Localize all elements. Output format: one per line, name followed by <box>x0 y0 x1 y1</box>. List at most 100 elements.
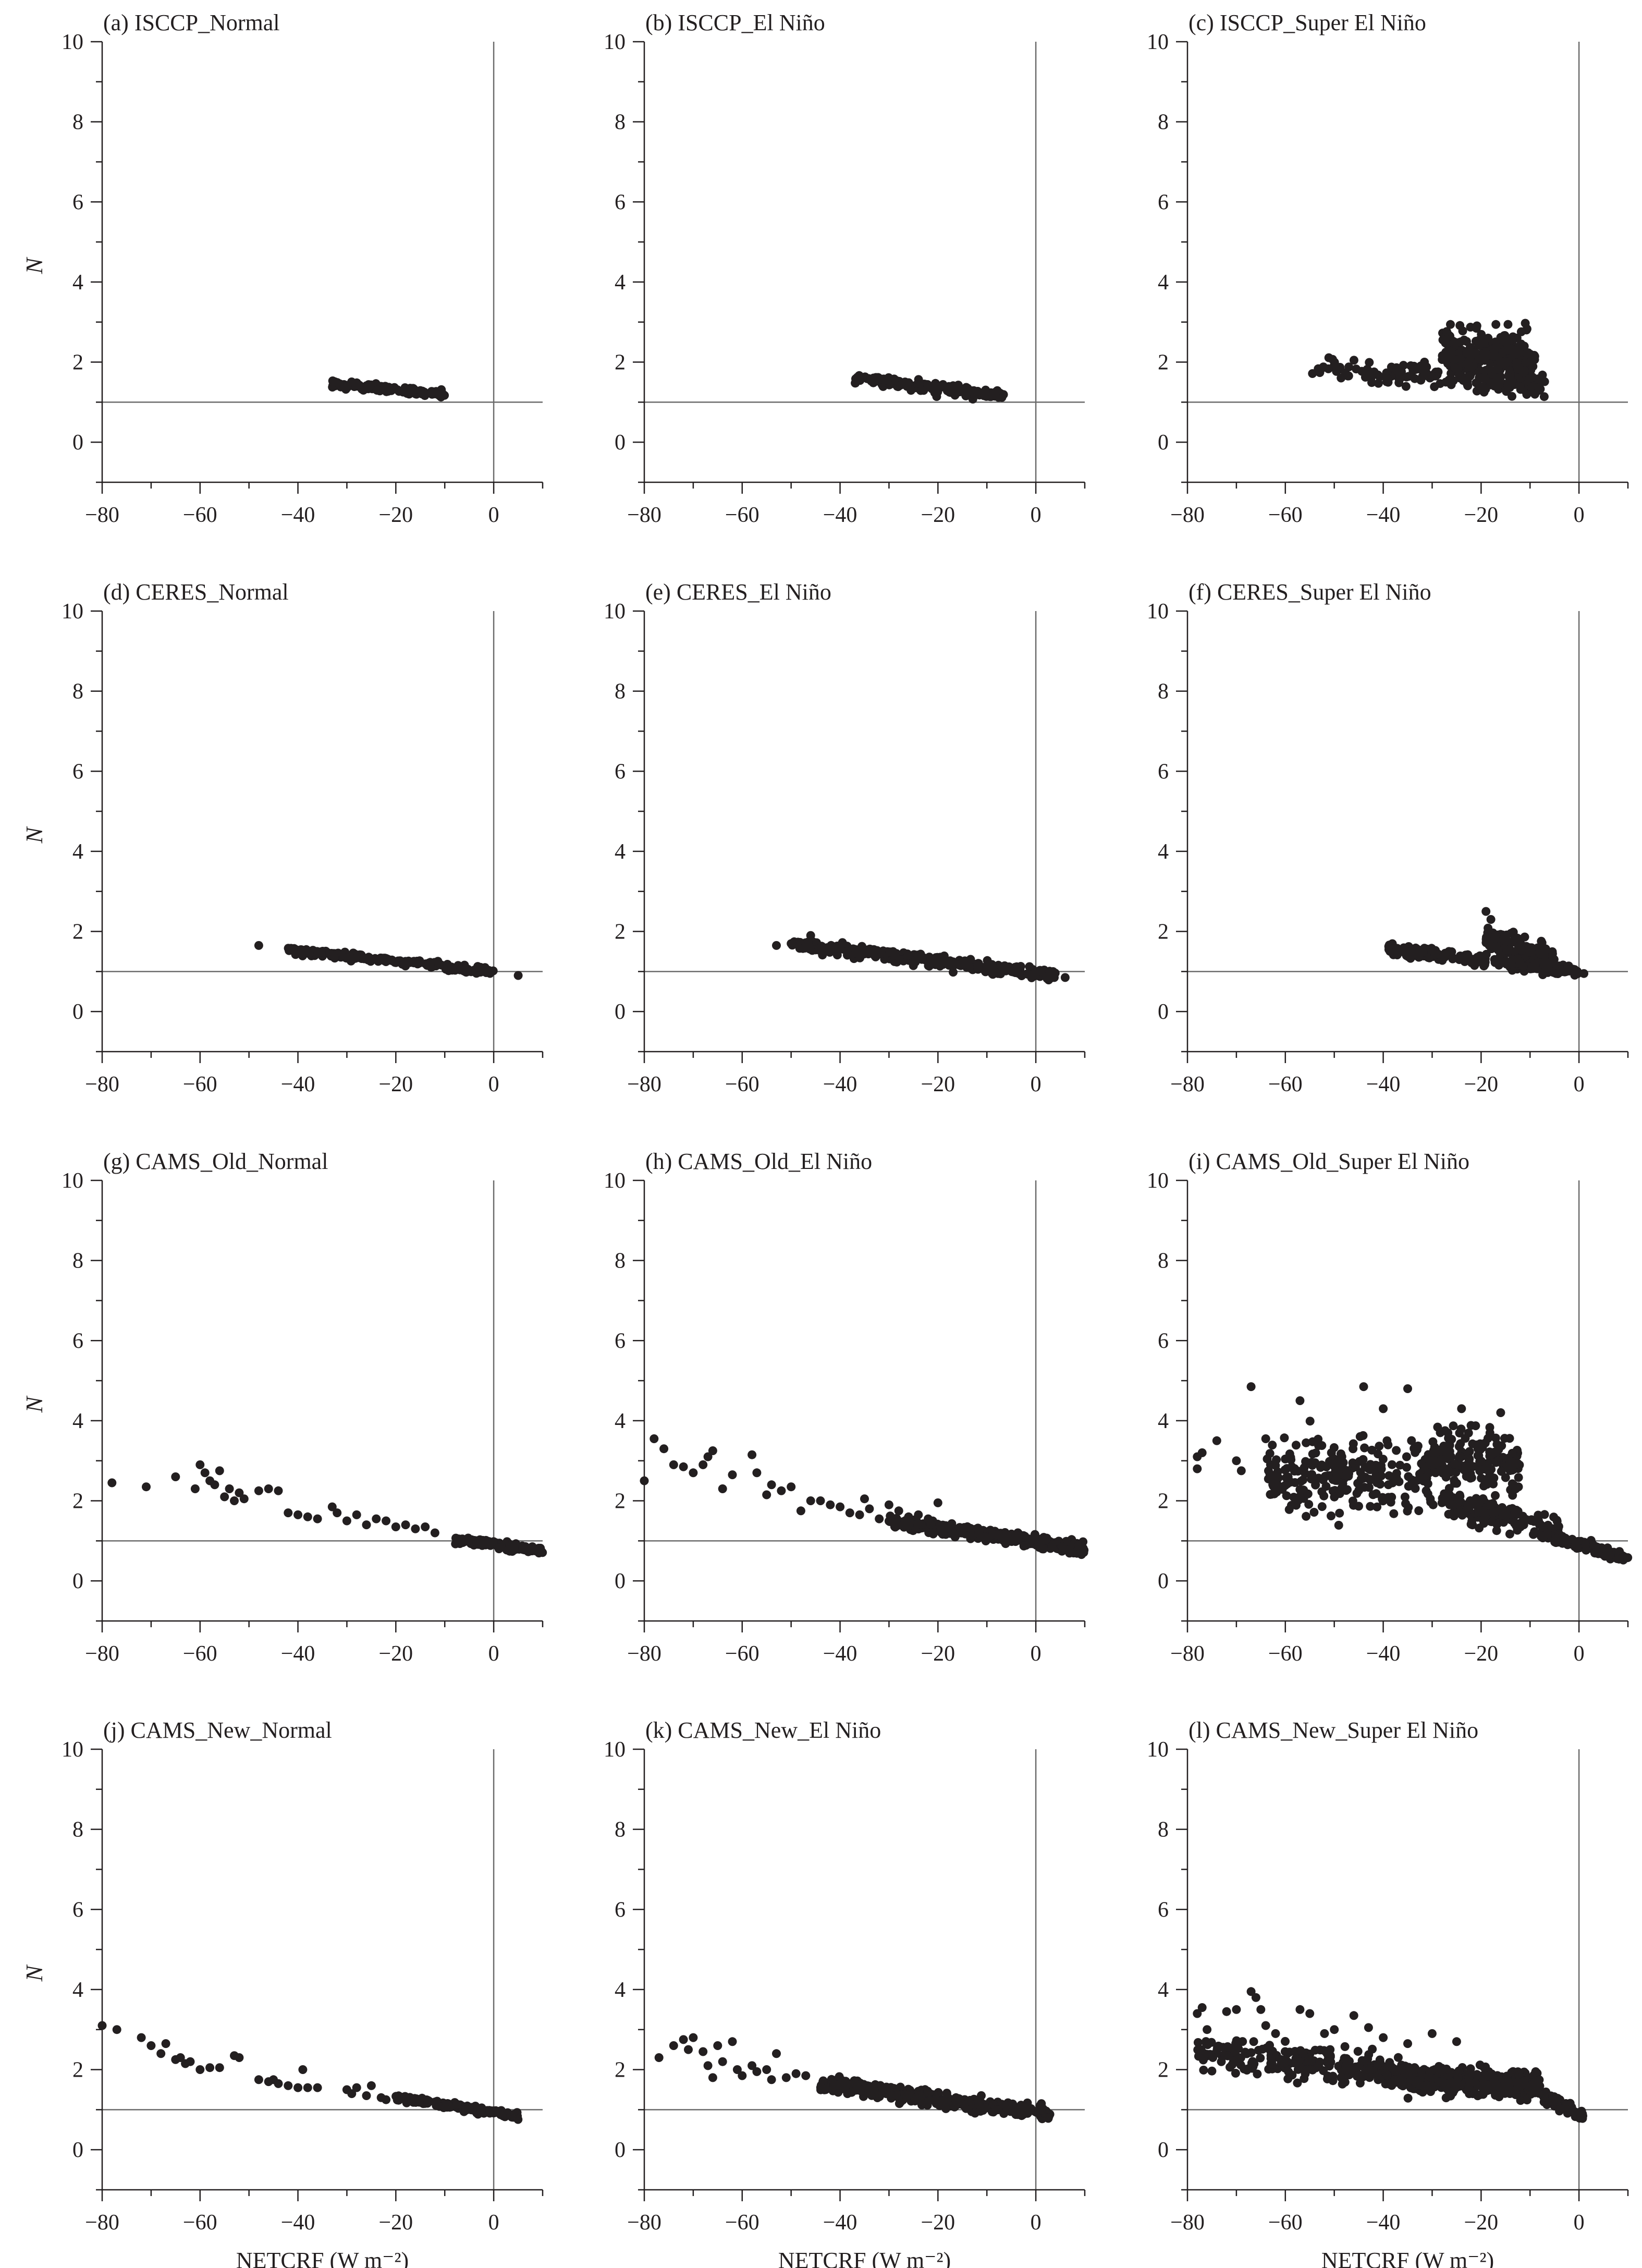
data-point <box>1412 2076 1422 2086</box>
data-point <box>877 949 887 958</box>
panel-title: (b) ISCCP_El Niño <box>645 10 825 35</box>
y-tick-label: 6 <box>1158 760 1169 784</box>
data-point <box>1290 2047 1300 2056</box>
data-point <box>1481 907 1491 916</box>
panel-7: (g) CAMS_Old_Normal 0 2 4 6 8 10 −80 −60 −40 −20 0 N <box>21 1149 547 1666</box>
data-point <box>215 1466 224 1476</box>
data-point <box>1403 2039 1412 2048</box>
data-point <box>1481 934 1491 944</box>
data-point <box>518 1543 528 1553</box>
data-point <box>1327 1511 1335 1520</box>
data-point <box>1503 320 1513 329</box>
y-tick-label: 10 <box>62 1169 83 1193</box>
data-point <box>654 2053 664 2062</box>
data-point <box>924 1514 933 1523</box>
x-tick-label: 0 <box>1574 2211 1585 2235</box>
data-point <box>1497 1467 1506 1476</box>
x-tick-label: −80 <box>1170 2211 1205 2235</box>
data-point <box>689 2033 698 2042</box>
x-tick-label: −60 <box>725 1072 759 1096</box>
y-tick-label: 8 <box>615 1249 626 1273</box>
x-tick-label: −80 <box>1170 1642 1205 1666</box>
y-tick-label: 0 <box>615 1000 626 1024</box>
data-point <box>390 958 400 967</box>
data-point <box>1508 1462 1516 1471</box>
data-point <box>1384 1471 1394 1480</box>
data-point <box>1491 942 1500 951</box>
data-point <box>748 1450 757 1459</box>
data-point <box>938 1530 947 1539</box>
y-tick-label: 0 <box>72 2138 83 2162</box>
y-tick-label: 0 <box>615 1569 626 1593</box>
data-point <box>1043 974 1052 983</box>
data-point <box>360 383 370 393</box>
data-point <box>366 2081 376 2090</box>
data-point <box>1284 1505 1294 1514</box>
x-tick-label: −80 <box>627 2211 661 2235</box>
x-tick-label: 0 <box>488 2211 499 2235</box>
x-tick-label: 0 <box>1031 503 1041 527</box>
x-tick-label: −80 <box>1170 1072 1205 1096</box>
data-point <box>974 2099 984 2108</box>
data-point <box>860 949 869 959</box>
y-tick-label: 4 <box>1158 840 1169 864</box>
data-point <box>1392 1469 1401 1478</box>
data-point <box>1394 378 1404 387</box>
data-point <box>1428 1500 1438 1509</box>
data-point <box>650 1434 659 1443</box>
data-point <box>1481 2062 1490 2071</box>
data-point <box>362 2091 371 2100</box>
data-point <box>1231 2039 1241 2048</box>
data-point <box>1223 2042 1232 2051</box>
data-point <box>826 1500 835 1509</box>
data-point <box>796 1506 805 1516</box>
data-point <box>1256 2005 1266 2014</box>
data-point <box>1481 348 1491 357</box>
x-tick-label: −40 <box>823 2211 857 2235</box>
x-tick-label: −80 <box>627 1642 661 1666</box>
data-point <box>1528 373 1537 382</box>
data-point <box>1466 1520 1476 1529</box>
data-point <box>855 1510 864 1519</box>
y-tick-label: 2 <box>1158 351 1169 375</box>
data-point <box>1364 1464 1373 1473</box>
data-point <box>1047 1542 1057 1551</box>
y-tick-label: 6 <box>72 760 83 784</box>
data-point <box>890 957 899 966</box>
x-tick-label: −40 <box>1366 503 1401 527</box>
data-point <box>1495 357 1504 365</box>
data-point <box>1472 1440 1481 1449</box>
data-point <box>948 381 958 391</box>
data-point <box>1429 1446 1438 1455</box>
data-point <box>1311 1448 1320 1458</box>
data-point <box>1489 345 1498 354</box>
data-point <box>383 955 393 964</box>
data-point <box>949 968 958 977</box>
data-point <box>961 391 971 400</box>
data-point <box>1505 1529 1514 1539</box>
y-tick-label: 6 <box>615 190 626 214</box>
data-point <box>456 965 465 974</box>
data-point <box>1496 348 1505 358</box>
data-point <box>1573 968 1582 978</box>
data-point <box>1505 945 1514 954</box>
data-point <box>210 1480 219 1490</box>
data-point <box>1382 2071 1392 2080</box>
y-tick-label: 10 <box>62 1738 83 1762</box>
x-tick-label: −80 <box>627 1072 661 1096</box>
data-point <box>401 961 410 971</box>
panel-title: (l) CAMS_New_Super El Niño <box>1188 1717 1478 1743</box>
x-tick-label: −40 <box>1366 1642 1401 1666</box>
x-tick-label: −20 <box>378 2211 413 2235</box>
data-point <box>1402 372 1411 382</box>
data-point <box>689 1468 698 1478</box>
data-point <box>713 2041 722 2050</box>
data-point <box>432 2098 441 2107</box>
data-point <box>1293 2078 1302 2088</box>
x-tick-label: −60 <box>725 2211 759 2235</box>
data-point <box>816 1496 825 1505</box>
data-point <box>1367 1445 1377 1455</box>
data-point <box>1383 2078 1392 2088</box>
data-point <box>847 2088 856 2096</box>
data-point <box>1474 354 1484 363</box>
